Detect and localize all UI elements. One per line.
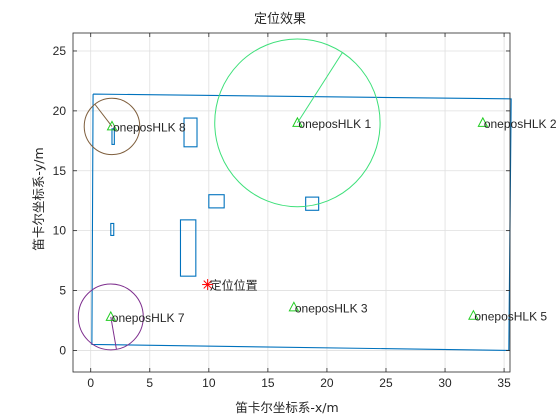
anchor-marker (292, 116, 303, 127)
estimate-layer: 定位位置 (202, 278, 258, 293)
obstacle-rect (111, 128, 115, 145)
x-axis-label: 笛卡尔坐标系-x/m (235, 400, 338, 415)
x-tick-label: 20 (320, 376, 334, 390)
axes-box (72, 32, 511, 373)
range-circle (214, 38, 381, 208)
obstacles (110, 117, 320, 277)
anchor-label: oneposHLK 5 (474, 310, 547, 324)
estimate-marker (202, 279, 214, 291)
anchor-marker (288, 301, 300, 312)
y-tick-label: 0 (59, 343, 66, 357)
range-circles (77, 38, 381, 351)
anchor-label: oneposHLK 3 (295, 301, 368, 315)
y-tick-label: 10 (53, 224, 67, 238)
obstacle-rect (183, 117, 198, 148)
chart-title: 定位效果 (254, 12, 306, 27)
range-radius-line (110, 316, 117, 350)
obstacle-rect (179, 219, 197, 277)
x-tick-label: 30 (438, 376, 452, 390)
anchor-label: oneposHLK 7 (112, 311, 185, 325)
x-tick-label: 15 (261, 376, 275, 390)
anchor-marker (106, 120, 118, 131)
range-radius-line (94, 103, 113, 127)
anchor-label: oneposHLK 1 (298, 117, 371, 131)
y-tick-label: 25 (53, 44, 67, 58)
anchor-label: oneposHLK 2 (484, 117, 557, 131)
estimate-label: 定位位置 (210, 278, 258, 293)
anchor-label: oneposHLK 8 (113, 120, 186, 134)
grid (73, 33, 510, 372)
x-tick-label: 35 (497, 376, 511, 390)
anchor-marker (477, 116, 489, 127)
estimate-marker-stroke (203, 280, 212, 289)
range-radius-line (296, 52, 343, 124)
x-tick-label: 25 (379, 376, 393, 390)
anchors: oneposHLK 1 oneposHLK 2 oneposHLK 3 oneposH… (105, 116, 557, 325)
anchor-marker (105, 310, 117, 321)
y-axis-label: 笛卡尔坐标系-y/m (31, 147, 46, 250)
axis-ticks: 0 5 10 15 20 25 30 35 0 5 10 15 20 25 (53, 33, 511, 390)
x-tick-label: 10 (202, 376, 216, 390)
x-tick-label: 0 (87, 376, 94, 390)
anchor-marker (468, 309, 479, 320)
obstacle-rect (208, 194, 225, 209)
range-circle (83, 97, 141, 156)
y-tick-label: 5 (59, 284, 66, 298)
range-circle (77, 283, 144, 351)
y-tick-label: 15 (53, 164, 67, 178)
obstacle-rect (110, 222, 115, 236)
x-tick-label: 5 (146, 376, 153, 390)
y-tick-label: 20 (53, 104, 67, 118)
